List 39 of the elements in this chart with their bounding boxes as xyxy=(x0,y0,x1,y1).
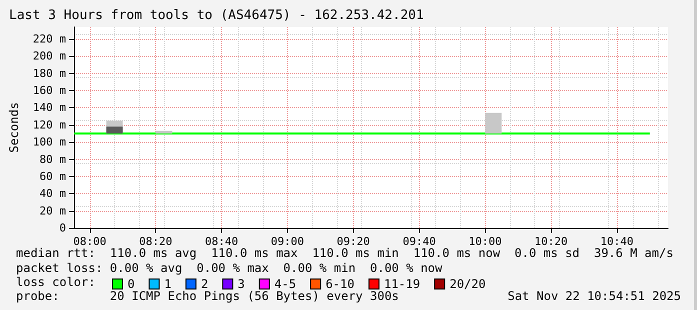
y-tick-label: 20 m xyxy=(40,204,66,218)
y-tick-label: 120 m xyxy=(32,118,66,132)
legend-label: 1 xyxy=(164,277,172,291)
chart-title: Last 3 Hours from tools to (AS46475) - 162.253.42.201 xyxy=(9,8,424,23)
legend-label: 11-19 xyxy=(384,277,420,291)
y-tick-label: 220 m xyxy=(32,32,66,46)
x-tick-label: 09:20 xyxy=(336,235,370,248)
y-tick-label: 100 m xyxy=(32,136,66,149)
y-tick-label: 40 m xyxy=(40,187,66,200)
x-tick-label: 09:40 xyxy=(402,235,436,248)
legend-label: 2 xyxy=(200,277,208,291)
bar xyxy=(485,112,502,134)
legend-label: 0 xyxy=(128,277,135,291)
y-tick-label: 60 m xyxy=(40,170,66,183)
x-tick-label: 08:00 xyxy=(73,235,106,248)
text: packet loss: 0.00 % avg 0.00 % max 0.00 % min 0.00 % now xyxy=(16,261,442,275)
y-tick-label: 200 m xyxy=(32,50,66,63)
y-axis-title: Seconds xyxy=(7,102,21,153)
legend-label: 3 xyxy=(238,277,245,291)
x-tick-label: 10:20 xyxy=(534,235,568,248)
x-tick-label: 10:00 xyxy=(468,235,502,248)
text: Sat Nov 22 10:54:51 2025 xyxy=(508,289,681,303)
bar xyxy=(156,130,172,134)
legend-label: 6-10 xyxy=(326,277,354,291)
text: probe: 20 ICMP Echo Pings (56 Bytes) every 300s xyxy=(16,289,399,303)
bar xyxy=(106,126,123,134)
x-tick-label: 09:00 xyxy=(270,235,304,248)
x-tick-label: 08:20 xyxy=(139,235,172,248)
x-tick-label: 08:40 xyxy=(205,235,238,248)
text: loss color: xyxy=(16,275,96,289)
text: median rtt: 110.0 ms avg 110.0 ms max 110.0 ms min 110.0 ms now 0.0 ms sd 39.6 M am/s xyxy=(16,246,674,260)
x-tick-label: 10:40 xyxy=(600,235,634,248)
y-tick-label: 140 m xyxy=(32,101,66,114)
y-tick-label: 180 m xyxy=(32,66,66,80)
legend-label: 4-5 xyxy=(274,277,296,291)
legend-label: 20/20 xyxy=(450,277,486,291)
y-tick-label: 160 m xyxy=(32,84,66,98)
y-tick-label: 0 xyxy=(59,222,66,234)
y-tick-label: 80 m xyxy=(40,152,66,166)
